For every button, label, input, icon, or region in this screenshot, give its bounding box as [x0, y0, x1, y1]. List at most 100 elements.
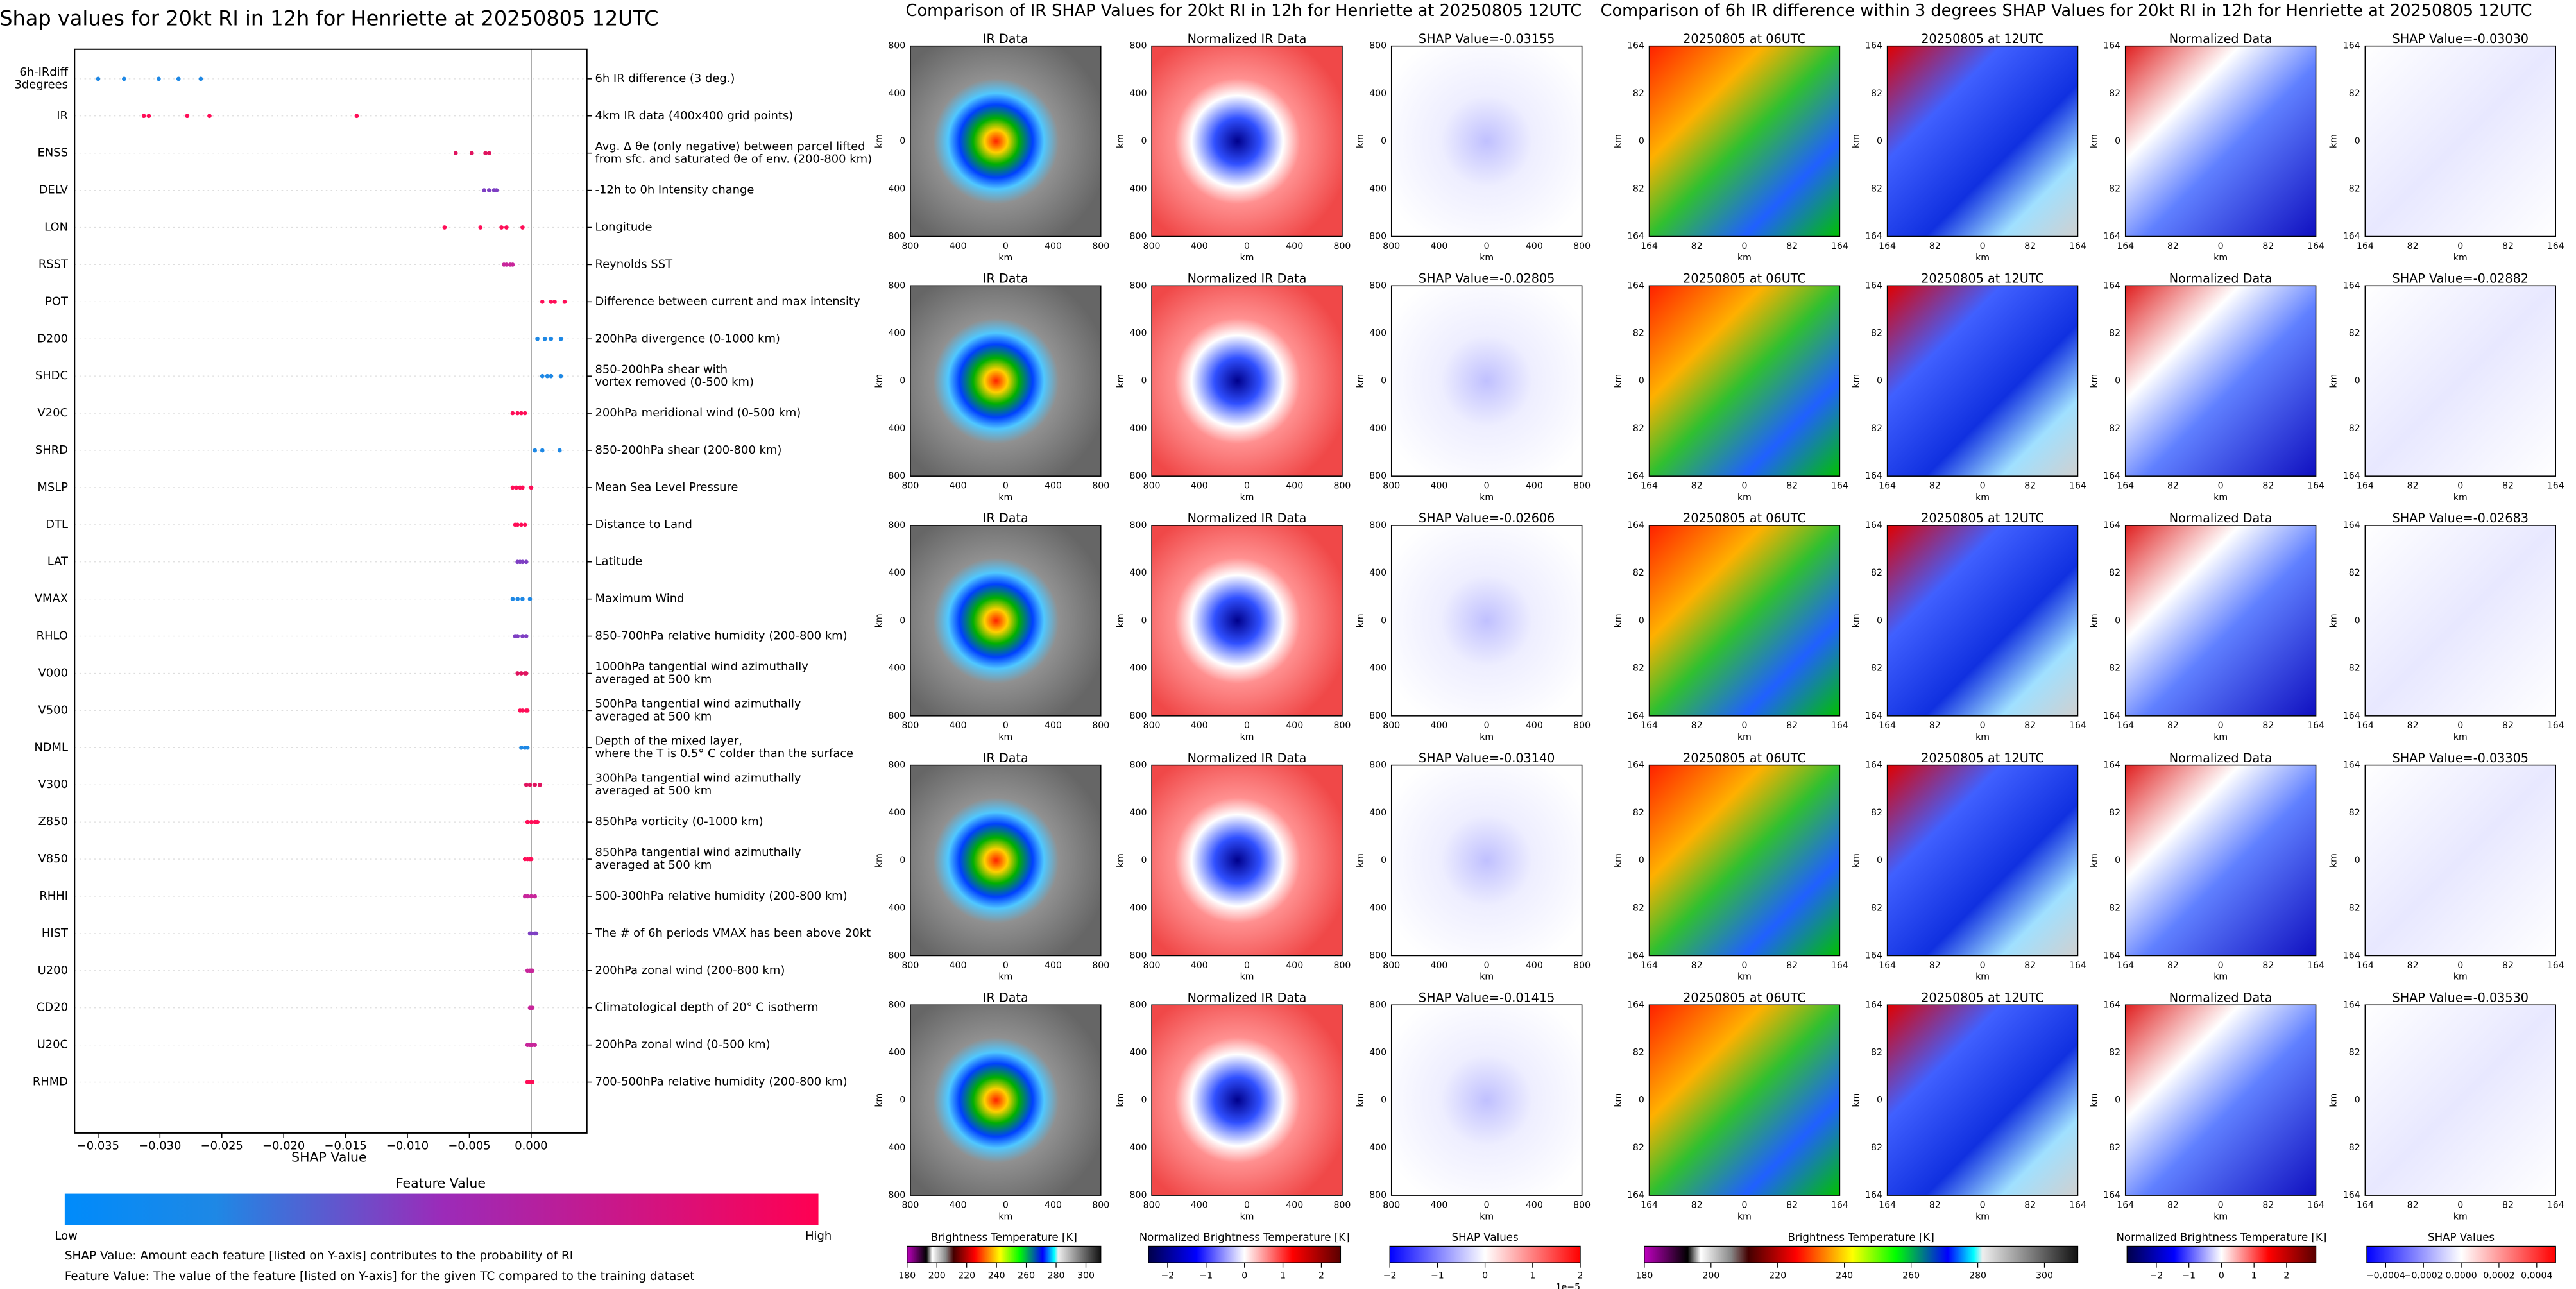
colorbar-tick-label: 1	[1530, 1271, 1535, 1281]
x-axis-label: km	[2213, 972, 2228, 982]
y-tick-label: 800	[1130, 471, 1147, 481]
colorbar-tick-label: 2	[2283, 1271, 2289, 1281]
y-tick-label: 82	[1871, 329, 1882, 339]
y-tick-label: 164	[1865, 232, 1882, 242]
x-axis-label: km	[1975, 253, 1990, 263]
y-tick-label: 0	[1141, 376, 1147, 386]
x-tick-label: 164	[1831, 960, 1848, 971]
panel-title: Comparison of 6h IR difference within 3 …	[1601, 1, 2532, 21]
subplot-title: Normalized Data	[2169, 991, 2273, 1005]
shap-point	[510, 262, 515, 267]
y-tick-label: 164	[2343, 232, 2360, 242]
y-tick-label: 164	[2343, 41, 2360, 51]
y-tick-label: 164	[2103, 232, 2120, 242]
y-tick-label: 800	[888, 711, 905, 721]
colorbar-tick-label: 0.0002	[2483, 1271, 2514, 1281]
y-tick-label: 400	[1130, 568, 1147, 578]
y-tick-label: 0	[2115, 376, 2120, 386]
x-tick-label: 0	[1741, 241, 1747, 252]
subplot-title: SHAP Value=-0.01415	[1419, 991, 1555, 1005]
y-tick-label: 82	[1871, 423, 1882, 434]
subplot-title: Normalized Data	[2169, 31, 2273, 46]
colorbar-tick-label: −2	[1383, 1271, 1397, 1281]
y-tick-label: 800	[1369, 760, 1386, 771]
y-tick-label: 400	[1130, 663, 1147, 674]
colorbar-label: Brightness Temperature [K]	[931, 1231, 1077, 1243]
y-tick-label: 0	[1877, 1095, 1882, 1105]
subplot-title: SHAP Value=-0.02805	[1419, 271, 1555, 286]
colorbar-high: High	[805, 1229, 832, 1243]
y-tick-label: 82	[2109, 808, 2120, 818]
y-tick-label: 0	[1141, 1095, 1147, 1105]
y-tick-label: 400	[1369, 184, 1386, 194]
x-tick-label: 82	[1691, 481, 1703, 491]
image-panel	[2364, 764, 2556, 957]
y-tick-label: 400	[888, 808, 905, 818]
image-panel	[2124, 764, 2317, 957]
subplot-title: Normalized Data	[2169, 511, 2273, 525]
y-tick-label: SHDC	[35, 369, 68, 382]
x-axis-label: km	[1240, 732, 1254, 742]
y-tick-label: 400	[1130, 329, 1147, 339]
y-axis-label: km	[2089, 134, 2099, 148]
y-tick-label: 400	[1369, 329, 1386, 339]
colorbar-tick-label: 0.0004	[2521, 1271, 2552, 1281]
text-line: 1000hPa tangential wind azimuthally	[595, 660, 809, 674]
y-tick-label: 6h-IRdiff 3degrees	[15, 65, 69, 92]
x-tick-label: 800	[1092, 481, 1109, 491]
shap-point	[529, 931, 534, 936]
y-tick-label: 0	[2115, 615, 2120, 626]
colorbar	[2126, 1245, 2317, 1263]
y-tick-label: 0	[1381, 855, 1386, 866]
x-tick-label: 164	[2307, 960, 2324, 971]
colorbar-tick-label: 300	[1077, 1271, 1095, 1281]
shap-point	[483, 151, 488, 156]
text-line: 300hPa tangential wind azimuthally	[595, 771, 801, 785]
feature-description: Maximum Wind	[595, 592, 685, 606]
subplot-title: 20250805 at 06UTC	[1683, 271, 1806, 286]
text-line: averaged at 500 km	[595, 858, 712, 872]
x-tick-label: 164	[2547, 1200, 2564, 1210]
x-tick-label: 0	[1484, 1200, 1490, 1210]
y-tick-label: 164	[2343, 520, 2360, 531]
y-axis-label: km	[1115, 134, 1125, 148]
y-axis-label: km	[1613, 1093, 1623, 1107]
text-line: from sfc. and saturated θe of env. (200-…	[595, 153, 873, 166]
shap-point	[558, 373, 563, 379]
x-tick-label: 0	[2457, 1200, 2463, 1210]
x-tick-label: 82	[2167, 481, 2179, 491]
y-axis-label: km	[874, 1093, 884, 1107]
y-tick-label: RSST	[38, 257, 68, 271]
x-axis-label: km	[2453, 253, 2468, 263]
y-tick-label: 400	[1130, 1047, 1147, 1057]
x-tick-label: 400	[950, 481, 967, 491]
y-tick-label: 164	[1627, 950, 1644, 960]
y-tick-label: 400	[1369, 89, 1386, 99]
y-tick-label: 164	[1627, 41, 1644, 51]
y-tick-label: RHLO	[37, 629, 68, 643]
y-tick-label: 82	[1633, 1047, 1644, 1057]
x-tick-label: 400	[1526, 721, 1543, 731]
feature-description: Longitude	[595, 221, 653, 234]
x-tick-label: 400	[1526, 1200, 1543, 1210]
shap-point	[542, 336, 547, 341]
x-axis-label: km	[1240, 253, 1254, 263]
x-tick-label: 82	[2407, 481, 2419, 491]
x-axis-label: km	[1480, 732, 1494, 742]
x-tick-label: 800	[1573, 960, 1591, 971]
x-tick-label: 82	[1691, 241, 1703, 252]
y-tick-label: RHHI	[39, 889, 68, 903]
y-axis-label: km	[1613, 853, 1623, 867]
x-tick-label: 82	[2262, 1200, 2274, 1210]
y-axis-label: km	[1851, 374, 1861, 388]
x-tick-label: 0	[2457, 960, 2463, 971]
y-tick-label: 82	[2109, 1143, 2120, 1153]
y-tick-label: 82	[2109, 1047, 2120, 1057]
subplot-title: 20250805 at 12UTC	[1921, 511, 2044, 525]
x-tick-label: 164	[1879, 960, 1896, 971]
y-tick-label: 800	[1369, 711, 1386, 721]
image-panel	[910, 764, 1102, 957]
x-tick-label: 0	[2218, 1200, 2224, 1210]
x-tick-label: 82	[2024, 1200, 2036, 1210]
x-tick-label: 400	[1191, 241, 1208, 252]
